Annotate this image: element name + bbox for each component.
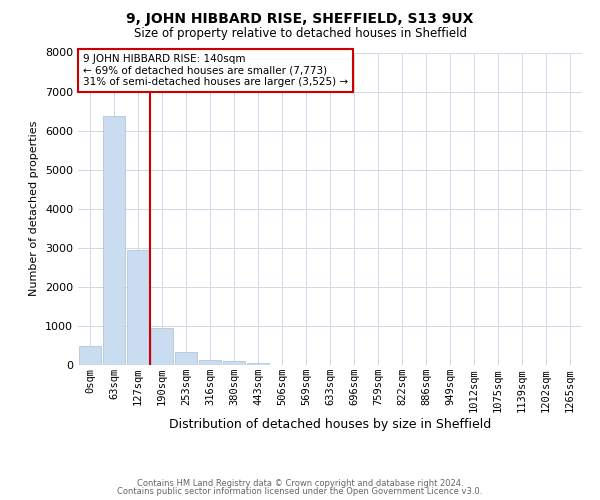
Text: Contains public sector information licensed under the Open Government Licence v3: Contains public sector information licen… (118, 487, 482, 496)
Bar (199, 360, 221, 365)
X-axis label: Distribution of detached houses by size in Sheffield: Distribution of detached houses by size … (169, 418, 491, 432)
Text: 9, JOHN HIBBARD RISE, SHEFFIELD, S13 9UX: 9, JOHN HIBBARD RISE, SHEFFIELD, S13 9UX (127, 12, 473, 26)
Bar (247, 362, 269, 365)
Bar (223, 362, 245, 365)
Text: Size of property relative to detached houses in Sheffield: Size of property relative to detached ho… (133, 28, 467, 40)
Bar (103, 116, 125, 365)
Bar (151, 328, 173, 365)
Bar (175, 352, 197, 365)
Text: 9 JOHN HIBBARD RISE: 140sqm
← 69% of detached houses are smaller (7,773)
31% of : 9 JOHN HIBBARD RISE: 140sqm ← 69% of det… (83, 54, 348, 88)
Bar (127, 250, 149, 365)
Y-axis label: Number of detached properties: Number of detached properties (29, 121, 40, 296)
Text: Contains HM Land Registry data © Crown copyright and database right 2024.: Contains HM Land Registry data © Crown c… (137, 478, 463, 488)
Bar (79, 346, 101, 365)
